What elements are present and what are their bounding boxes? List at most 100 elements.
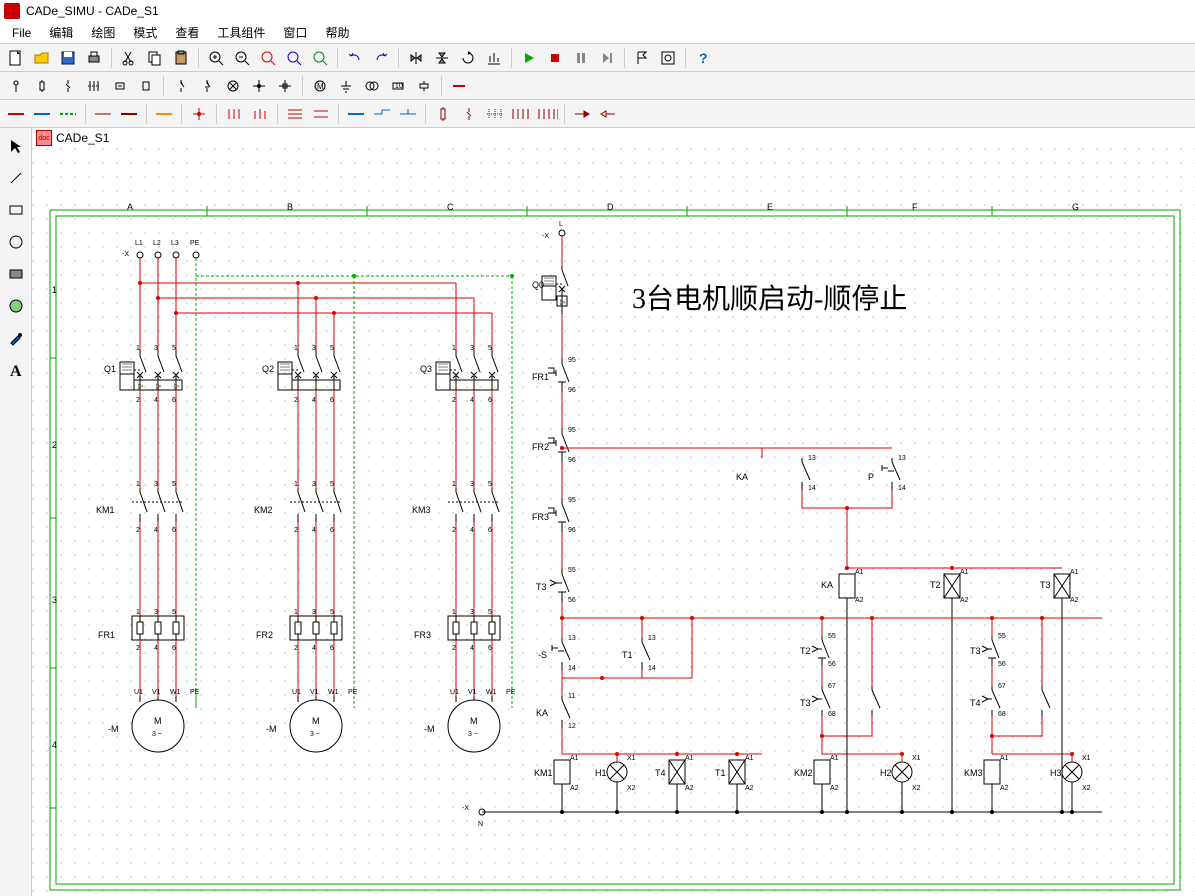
- help-icon[interactable]: ?: [691, 46, 715, 70]
- comp-motor-icon[interactable]: M: [308, 74, 332, 98]
- eyedrop-tool-icon[interactable]: [4, 326, 28, 350]
- svg-text:5: 5: [330, 481, 334, 488]
- rotate-icon[interactable]: [456, 46, 480, 70]
- conn-blue3-icon[interactable]: [396, 102, 420, 126]
- wire-green-dash-icon[interactable]: [56, 102, 80, 126]
- zoom-out-icon[interactable]: [230, 46, 254, 70]
- arrow-in-icon[interactable]: [596, 102, 620, 126]
- bus3-icon[interactable]: [222, 102, 246, 126]
- rect-tool-icon[interactable]: [4, 198, 28, 222]
- menu-edit[interactable]: 编辑: [41, 22, 81, 43]
- print-icon[interactable]: [82, 46, 106, 70]
- svg-text:55: 55: [568, 567, 576, 574]
- sym3-icon[interactable]: [483, 102, 507, 126]
- lines2-h-icon[interactable]: [309, 102, 333, 126]
- conn-blue2-icon[interactable]: [370, 102, 394, 126]
- node-red-icon[interactable]: [187, 102, 211, 126]
- new-icon[interactable]: [4, 46, 28, 70]
- lines3-h-icon[interactable]: [283, 102, 307, 126]
- comp-text-icon[interactable]: 10: [386, 74, 410, 98]
- conn-blue1-icon[interactable]: [344, 102, 368, 126]
- comp-terminal-icon[interactable]: [412, 74, 436, 98]
- zoom-extents-icon[interactable]: [308, 46, 332, 70]
- zoom-window-icon[interactable]: [282, 46, 306, 70]
- comp-contact3-icon[interactable]: [82, 74, 106, 98]
- cut-icon[interactable]: [117, 46, 141, 70]
- comp-contact-no-icon[interactable]: [56, 74, 80, 98]
- svg-text:T3: T3: [800, 698, 811, 708]
- svg-text:A1: A1: [1070, 569, 1079, 576]
- toolbar-wires: [0, 100, 1195, 128]
- arrow-out-icon[interactable]: [570, 102, 594, 126]
- menu-view[interactable]: 查看: [167, 22, 207, 43]
- wire-red-icon[interactable]: [4, 102, 28, 126]
- svg-text:-X: -X: [462, 805, 469, 812]
- comp-wire-icon[interactable]: [447, 74, 471, 98]
- comp-transformer-icon[interactable]: [360, 74, 384, 98]
- svg-text:4: 4: [52, 740, 57, 750]
- pause-icon[interactable]: [569, 46, 593, 70]
- comp-ground-icon[interactable]: [334, 74, 358, 98]
- sym1-icon[interactable]: [431, 102, 455, 126]
- wire-blue-icon[interactable]: [30, 102, 54, 126]
- svg-text:A2: A2: [570, 785, 579, 792]
- svg-text:M: M: [470, 716, 478, 726]
- stop-icon[interactable]: [543, 46, 567, 70]
- menu-file[interactable]: File: [4, 24, 39, 42]
- open-icon[interactable]: [30, 46, 54, 70]
- undo-icon[interactable]: [343, 46, 367, 70]
- svg-text:FR2: FR2: [256, 630, 273, 640]
- svg-text:A2: A2: [1070, 597, 1079, 604]
- redo-icon[interactable]: [369, 46, 393, 70]
- sym5-icon[interactable]: [535, 102, 559, 126]
- sym4-icon[interactable]: [509, 102, 533, 126]
- svg-text:U1: U1: [450, 689, 459, 696]
- menu-help[interactable]: 帮助: [317, 22, 357, 43]
- comp-fuse-icon[interactable]: [4, 74, 28, 98]
- svg-text:V1: V1: [468, 689, 477, 696]
- schematic-canvas: A B C D E F G 1234 3台电机顺启动-顺停止 -X L1: [32, 148, 1195, 896]
- zoom-fit-icon[interactable]: [256, 46, 280, 70]
- comp-overload-icon[interactable]: [108, 74, 132, 98]
- flag-icon[interactable]: [630, 46, 654, 70]
- svg-text:6: 6: [488, 645, 492, 652]
- comp-coil-icon[interactable]: [134, 74, 158, 98]
- wire-med-icon[interactable]: [117, 102, 141, 126]
- document-tab[interactable]: doc CADe_S1: [36, 130, 109, 146]
- line-tool-icon[interactable]: [4, 166, 28, 190]
- text-tool-icon[interactable]: A: [4, 358, 28, 382]
- comp-breaker-icon[interactable]: [30, 74, 54, 98]
- copy-icon[interactable]: [143, 46, 167, 70]
- wire-thin-icon[interactable]: [91, 102, 115, 126]
- bus3-short-icon[interactable]: [248, 102, 272, 126]
- sym2-icon[interactable]: [457, 102, 481, 126]
- comp-switch-nc-icon[interactable]: [195, 74, 219, 98]
- svg-text:KM2: KM2: [254, 505, 273, 515]
- pointer-tool-icon[interactable]: [4, 134, 28, 158]
- mirror-v-icon[interactable]: [430, 46, 454, 70]
- svg-text:1: 1: [136, 345, 140, 352]
- align-icon[interactable]: [482, 46, 506, 70]
- paste-icon[interactable]: [169, 46, 193, 70]
- menu-window[interactable]: 窗口: [275, 22, 315, 43]
- run-icon[interactable]: [517, 46, 541, 70]
- svg-text:2: 2: [136, 397, 140, 404]
- settings-icon[interactable]: [656, 46, 680, 70]
- wire-orange-icon[interactable]: [152, 102, 176, 126]
- comp-lamp-icon[interactable]: [221, 74, 245, 98]
- mirror-h-icon[interactable]: [404, 46, 428, 70]
- menu-tools[interactable]: 工具组件: [209, 22, 273, 43]
- svg-text:P: P: [868, 472, 874, 482]
- menu-mode[interactable]: 模式: [125, 22, 165, 43]
- step-icon[interactable]: [595, 46, 619, 70]
- fillrect-tool-icon[interactable]: [4, 262, 28, 286]
- zoom-in-icon[interactable]: [204, 46, 228, 70]
- comp-junction2-icon[interactable]: [273, 74, 297, 98]
- menu-draw[interactable]: 绘图: [83, 22, 123, 43]
- canvas-area[interactable]: doc CADe_S1 A B C D E F G: [32, 128, 1195, 896]
- circle-tool-icon[interactable]: [4, 230, 28, 254]
- comp-switch-no-icon[interactable]: [169, 74, 193, 98]
- save-icon[interactable]: [56, 46, 80, 70]
- fillcircle-tool-icon[interactable]: [4, 294, 28, 318]
- comp-junction-icon[interactable]: [247, 74, 271, 98]
